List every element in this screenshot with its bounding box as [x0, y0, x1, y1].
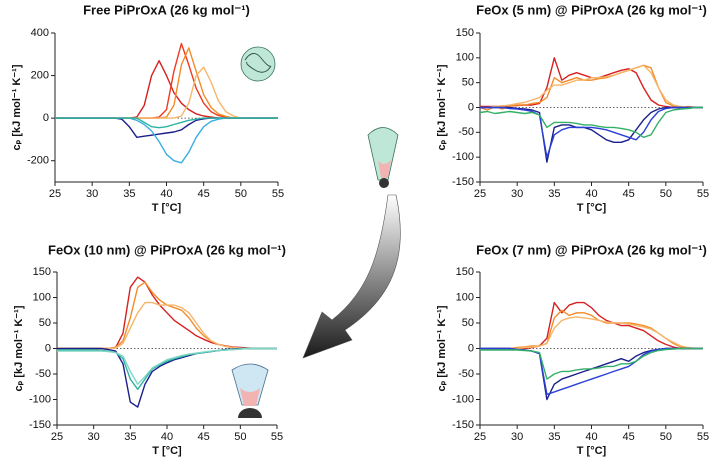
y-tick-label: 400: [31, 27, 49, 39]
x-tick-label: 50: [235, 188, 247, 200]
x-tick-label: 25: [51, 431, 63, 443]
y-axis-label: cₚ [kJ mol⁻¹ K⁻¹]: [436, 305, 448, 391]
y-tick-label: 100: [33, 291, 51, 303]
y-tick-label: -100: [29, 393, 51, 405]
data-line: [480, 347, 703, 401]
x-tick-label: 30: [511, 188, 523, 200]
y-tick-label: -200: [27, 155, 49, 167]
x-tick-label: 25: [474, 188, 486, 200]
data-line: [480, 316, 703, 350]
x-tick-label: 30: [88, 431, 100, 443]
x-tick-label: 45: [623, 188, 635, 200]
y-tick-label: 0: [43, 112, 49, 124]
x-tick-label: 30: [86, 188, 98, 200]
x-tick-label: 35: [548, 431, 560, 443]
chart-title: FeOx (7 nm) @ PiPrOxA (26 kg mol⁻¹): [476, 242, 707, 257]
data-line: [55, 117, 278, 138]
x-tick-label: 40: [161, 431, 173, 443]
y-tick-label: 50: [39, 317, 51, 329]
x-tick-label: 45: [623, 431, 635, 443]
x-tick-label: 55: [271, 431, 283, 443]
x-tick-label: 45: [198, 188, 210, 200]
polymer-coil-icon: [240, 46, 276, 82]
x-tick-label: 55: [697, 188, 709, 200]
y-tick-label: -100: [452, 151, 474, 163]
data-line: [480, 106, 703, 158]
x-axis-label: T [°C]: [152, 445, 182, 457]
y-tick-label: 0: [45, 342, 51, 354]
x-tick-label: 35: [123, 188, 135, 200]
x-tick-label: 55: [697, 431, 709, 443]
y-tick-label: -50: [458, 126, 474, 138]
brush-particle-icon: [367, 127, 399, 188]
x-tick-label: 35: [124, 431, 136, 443]
data-line: [480, 309, 703, 350]
x-tick-label: 45: [198, 431, 210, 443]
x-tick-label: 40: [585, 431, 597, 443]
y-axis-label: cₚ [kJ mol⁻¹ K⁻¹]: [13, 305, 25, 391]
y-tick-label: 0: [468, 101, 474, 113]
y-tick-label: 50: [462, 77, 474, 89]
data-line: [480, 106, 703, 163]
y-tick-label: 50: [462, 317, 474, 329]
data-line: [479, 64, 703, 111]
x-axis-label: T [°C]: [152, 202, 182, 214]
y-tick-label: 150: [33, 266, 51, 278]
x-tick-label: 50: [234, 431, 246, 443]
x-tick-label: 35: [548, 188, 560, 200]
x-tick-label: 50: [660, 188, 672, 200]
y-tick-label: -100: [452, 393, 474, 405]
data-line: [57, 347, 277, 385]
y-tick-label: 150: [456, 27, 474, 39]
y-tick-label: 100: [456, 52, 474, 64]
chart-title: FeOx (5 nm) @ PiPrOxA (26 kg mol⁻¹): [476, 2, 707, 17]
x-tick-label: 25: [49, 188, 61, 200]
data-line: [480, 57, 703, 109]
x-tick-label: 40: [585, 188, 597, 200]
data-line: [480, 347, 703, 396]
data-line: [55, 117, 278, 129]
y-axis-label: cₚ [kJ mol⁻¹ K⁻¹]: [11, 64, 23, 150]
transition-arrow: [302, 194, 401, 359]
y-tick-label: 200: [31, 69, 49, 81]
y-axis-label: cₚ [kJ mol⁻¹ K⁻¹]: [436, 64, 448, 150]
x-tick-label: 25: [474, 431, 486, 443]
data-line: [55, 117, 278, 164]
y-tick-label: 150: [456, 266, 474, 278]
y-tick-label: 0: [468, 342, 474, 354]
y-tick-label: -50: [35, 368, 51, 380]
brush-particle-icon: [231, 363, 269, 418]
x-tick-label: 55: [272, 188, 284, 200]
x-tick-label: 40: [160, 188, 172, 200]
data-line: [480, 347, 703, 380]
data-line: [57, 281, 277, 350]
data-line: [57, 276, 277, 350]
x-axis-label: T [°C]: [577, 445, 607, 457]
chart-title: Free PiPrOxA (26 kg mol⁻¹): [83, 2, 250, 17]
chart-title: FeOx (10 nm) @ PiPrOxA (26 kg mol⁻¹): [48, 242, 286, 257]
data-line: [57, 301, 277, 350]
y-tick-label: -150: [29, 419, 51, 431]
y-tick-label: 100: [456, 291, 474, 303]
y-tick-label: -150: [452, 176, 474, 188]
x-axis-label: T [°C]: [577, 202, 607, 214]
y-tick-label: -150: [452, 419, 474, 431]
x-tick-label: 50: [660, 431, 672, 443]
data-line: [480, 64, 703, 109]
data-line: [479, 106, 703, 138]
x-tick-label: 30: [511, 431, 523, 443]
y-tick-label: -50: [458, 368, 474, 380]
